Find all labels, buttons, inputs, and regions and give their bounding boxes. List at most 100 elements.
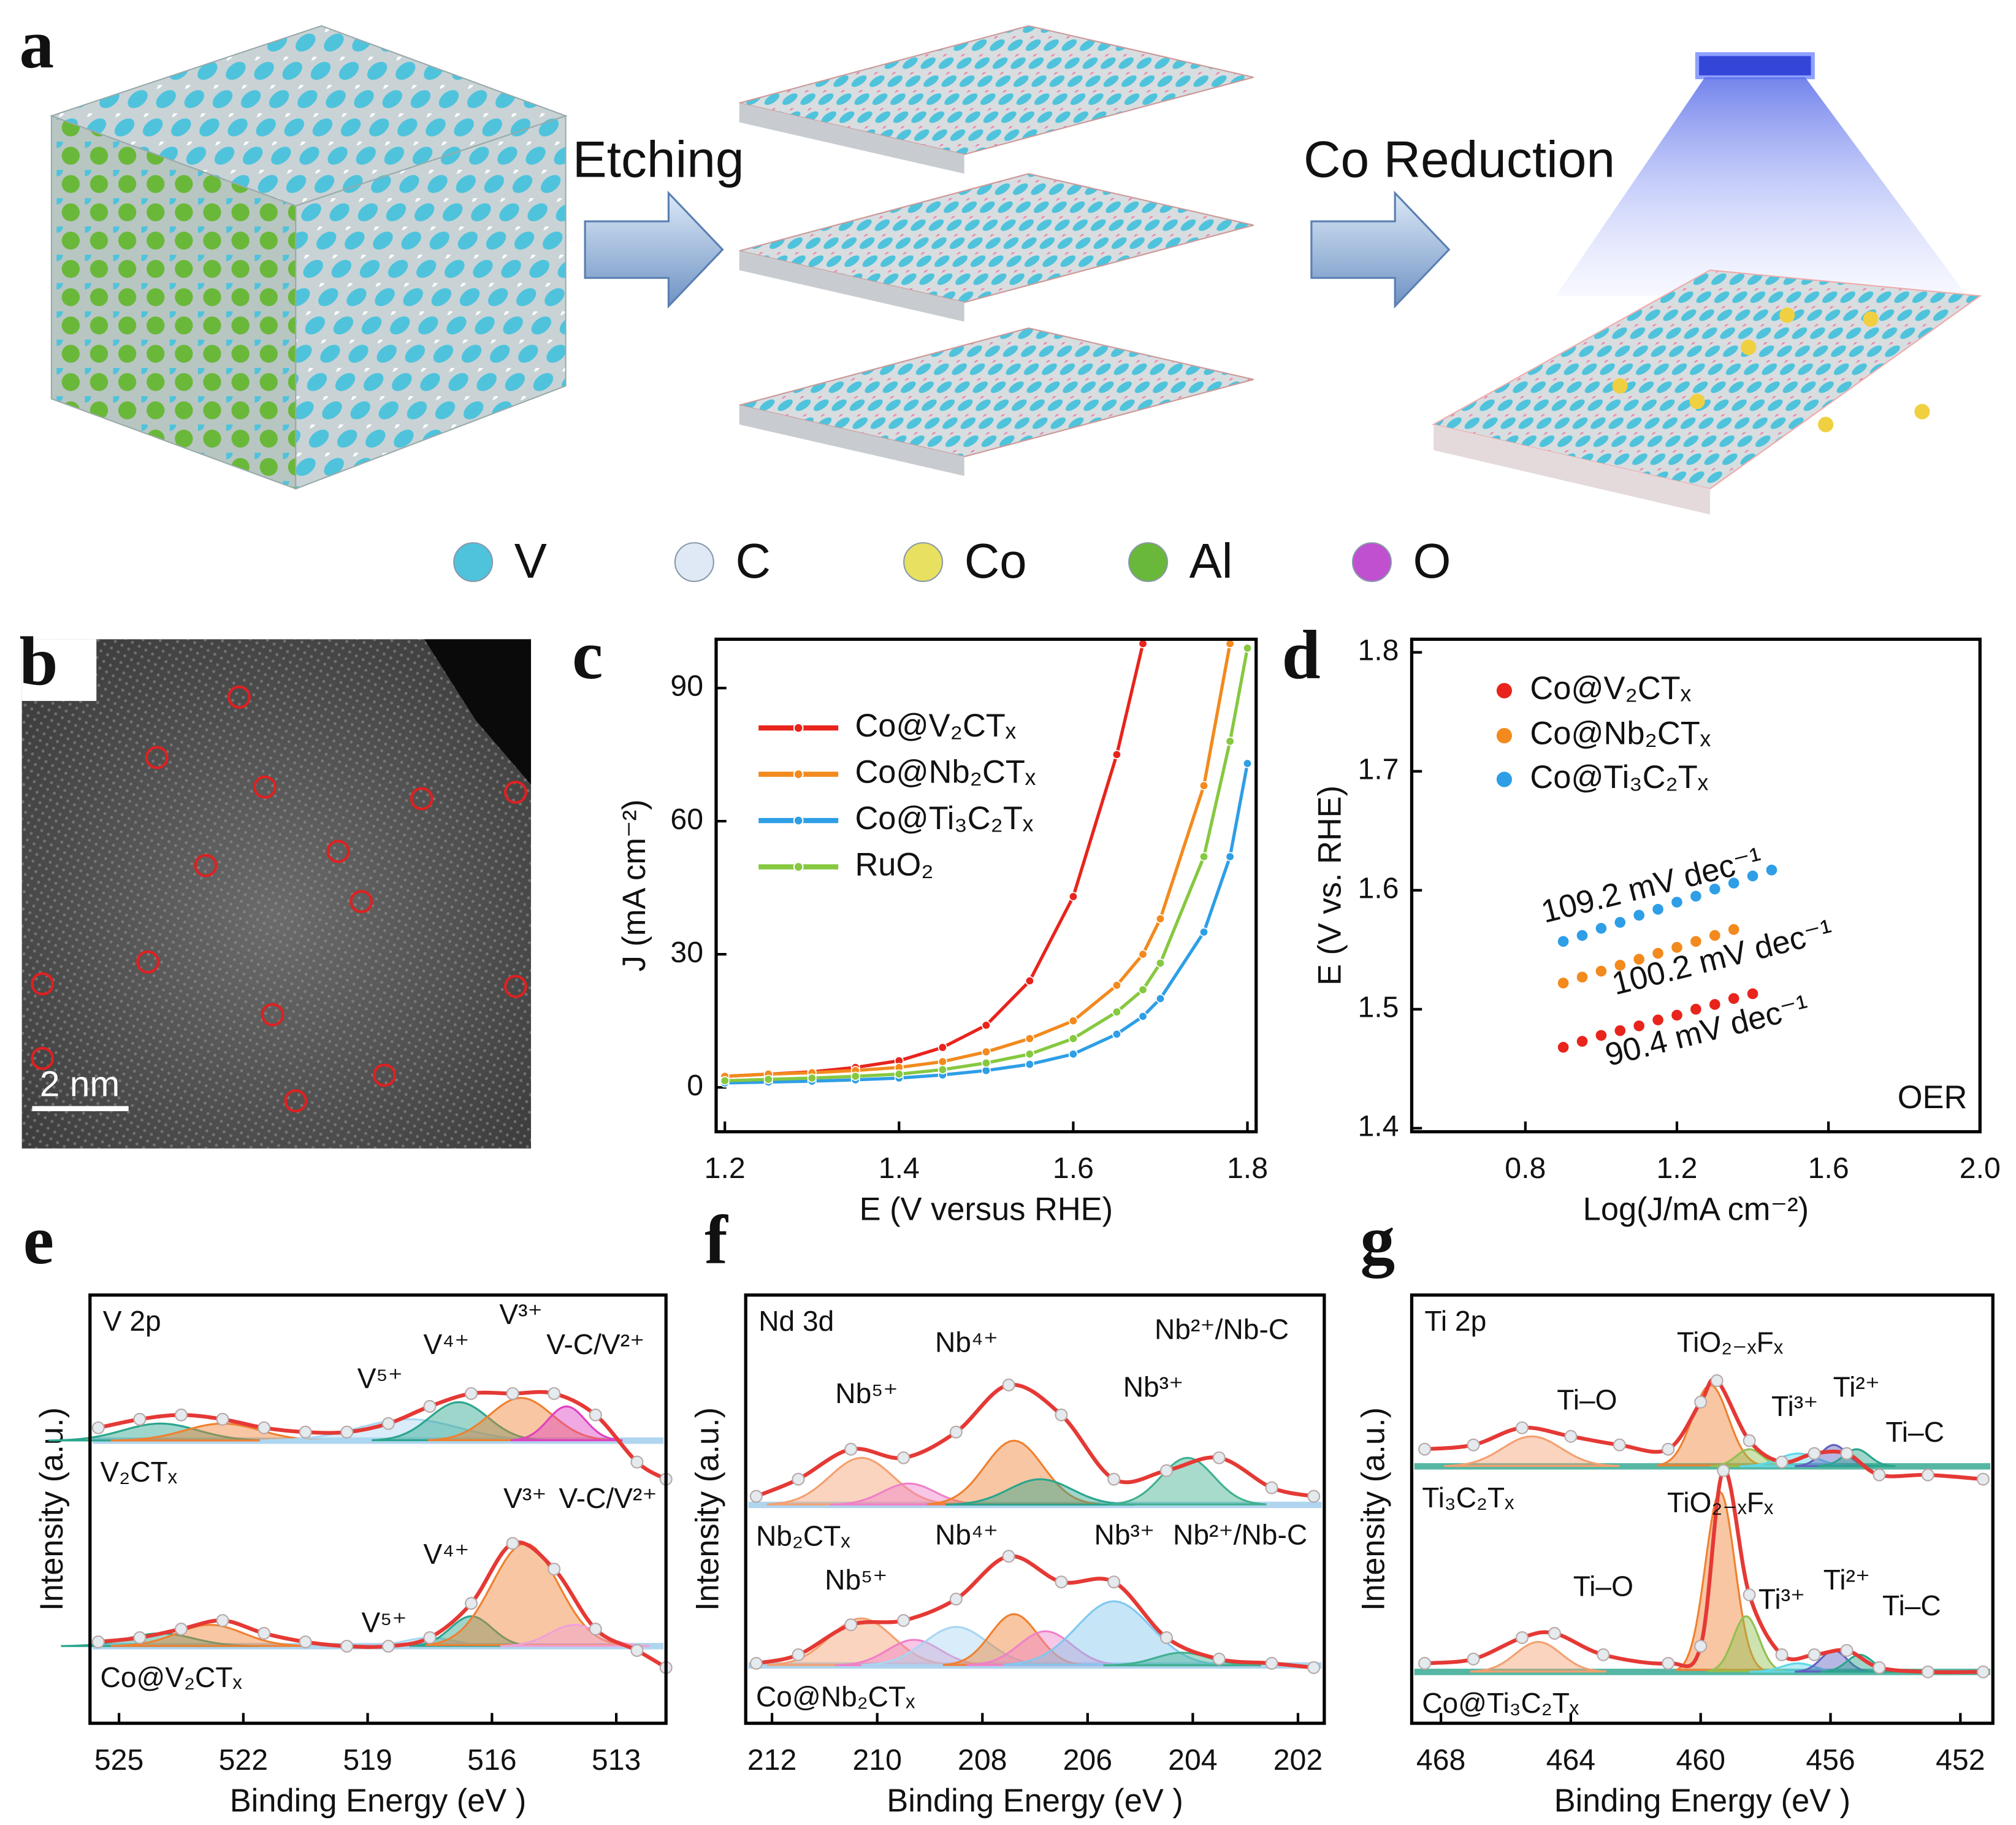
data-point [548,1563,561,1576]
fit-component [1470,1640,1607,1673]
data-point [1632,952,1646,966]
data-point [133,1412,147,1426]
data-point [1112,1029,1121,1039]
data-point [1689,889,1703,903]
data-point [850,1071,860,1081]
peak-label: TiO₂₋ₓFₓ [1677,1326,1784,1358]
data-point [133,1631,147,1644]
data-point [1055,1575,1068,1589]
x-tick-label: 519 [343,1743,392,1777]
data-point [1199,927,1209,937]
chart: c 1.2 1.4 1.6 1.8 0 30 60 90 E (V versus RHE) J (m… [572,617,1268,1227]
data-point [1613,1438,1626,1452]
data-point [937,1043,947,1052]
fit-component [372,1401,546,1442]
peak-label: Nb⁵⁺ [835,1377,898,1409]
spectrum-line [97,1540,667,1670]
peak-label: Nb²⁺/Nb-C [1155,1313,1289,1345]
data-point [1225,852,1235,862]
fit-component [1707,1615,1785,1672]
data-point [1155,993,1166,1004]
highlight-circle [373,1063,396,1087]
data-point [720,1076,730,1085]
data-point [937,1065,947,1074]
highlight-circle [253,775,277,799]
data-point [937,1057,947,1066]
spectrum-name: Ti₃C₂Tₓ [1422,1482,1514,1513]
data-point [1025,1049,1034,1059]
x-tick-label: 202 [1273,1743,1323,1777]
data-point [1775,1455,1789,1469]
highlight-circle [326,840,350,863]
legend-label: C [735,534,771,588]
y-tick-label: 90 [670,670,703,703]
data-point [1467,1438,1480,1452]
spectrum-name: Nb₂CTₓ [756,1520,850,1552]
legend-marker [1496,728,1512,744]
data-point [1212,1451,1226,1464]
peak-label: Ti³⁺ [1771,1390,1818,1422]
data-point [465,1597,478,1610]
data-point [91,1635,105,1648]
data-point [1873,1468,1886,1482]
chart: g 468 464 460 456 452 Binding Energy (eV ) Inte… [1356,1202,1995,1819]
x-axis-title: Binding Energy (eV ) [1554,1783,1851,1819]
data-point [299,1425,312,1439]
peak-label: Ti–O [1557,1384,1617,1416]
data-point [1746,869,1760,882]
x-tick-label: 468 [1416,1743,1465,1777]
panel-label: e [23,1202,54,1279]
data-point [548,1387,561,1400]
legend-label: Co [964,534,1027,588]
data-point [1199,852,1209,862]
legend-label: V [514,534,547,588]
fit-component [834,1639,993,1666]
y-tick-label: 1.7 [1357,752,1399,786]
legend-label: Co@Nb₂CTₓ [855,754,1036,790]
data-point [897,1451,911,1464]
y-tick-label: 1.5 [1357,990,1399,1023]
y-tick-label: 60 [670,803,703,836]
data-point [216,1614,229,1628]
x-tick-label: 452 [1936,1743,1985,1777]
y-axis-title: Intensity (a.u.) [1356,1407,1392,1611]
data-point [1160,1631,1173,1644]
fit-component [259,1418,559,1442]
legend-marker [793,815,804,826]
x-tick-label: 464 [1546,1743,1595,1777]
data-point [630,1455,644,1469]
fit-component [1003,1600,1224,1666]
data-point [1068,1049,1078,1059]
peak-label: V⁴⁺ [424,1328,470,1360]
highlight-circle [504,974,527,998]
peak-label: Nb⁵⁺ [825,1564,887,1596]
data-point [1418,1442,1432,1456]
data-point [1921,1665,1934,1678]
data-point [844,1442,858,1456]
chart: d 0.8 1.2 1.6 2.0 1.4 1.5 1.6 1.7 1.8 Log(J/mA cm⁻… [1282,617,2001,1227]
fit-component [927,1439,1101,1506]
data-point [1576,1035,1589,1048]
data-point [1002,1378,1015,1391]
legend-label: Al [1189,534,1233,588]
peak-label: Ti–O [1573,1570,1633,1602]
data-point [1055,1408,1068,1421]
x-tick-label: 2.0 [1960,1152,2001,1185]
y-tick-label: 1.4 [1357,1109,1399,1142]
highlight-circle [227,685,251,709]
data-point [1212,1652,1226,1666]
x-tick-label: 210 [852,1743,901,1777]
data-point [1138,949,1148,959]
highlight-circle [31,972,55,996]
data-point [423,1399,437,1413]
plot-frame [744,1293,1326,1725]
x-tick-label: 1.6 [1053,1152,1094,1185]
data-point [949,1593,963,1606]
data-point [1840,1643,1854,1657]
x-tick-label: 206 [1063,1743,1112,1777]
data-point [1921,1468,1934,1482]
legend-marker [674,542,714,583]
highlight-circle [136,950,160,974]
legend-label: Co@Nb₂CTₓ [1530,716,1711,752]
data-point [1662,1442,1675,1456]
